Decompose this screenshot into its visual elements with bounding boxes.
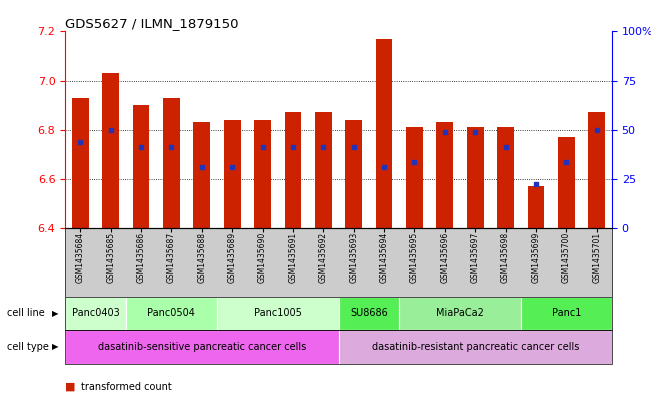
Text: GSM1435690: GSM1435690: [258, 232, 267, 283]
Text: cell type: cell type: [7, 342, 48, 352]
Text: SU8686: SU8686: [350, 309, 388, 318]
Bar: [102, 73, 119, 228]
Bar: [376, 39, 393, 228]
Text: GSM1435687: GSM1435687: [167, 232, 176, 283]
Text: transformed count: transformed count: [81, 382, 172, 392]
Text: GSM1435696: GSM1435696: [440, 232, 449, 283]
Bar: [224, 120, 240, 228]
Text: GSM1435685: GSM1435685: [106, 232, 115, 283]
Text: Panc0403: Panc0403: [72, 309, 119, 318]
Text: GSM1435686: GSM1435686: [137, 232, 146, 283]
Bar: [193, 122, 210, 228]
Text: MiaPaCa2: MiaPaCa2: [436, 309, 484, 318]
Text: GSM1435694: GSM1435694: [380, 232, 389, 283]
Bar: [558, 137, 575, 228]
Bar: [497, 127, 514, 228]
Bar: [527, 186, 544, 228]
Text: GSM1435692: GSM1435692: [319, 232, 328, 283]
Text: GSM1435699: GSM1435699: [531, 232, 540, 283]
Bar: [315, 112, 331, 228]
Text: Panc1: Panc1: [551, 309, 581, 318]
Text: GSM1435689: GSM1435689: [228, 232, 237, 283]
Text: GSM1435700: GSM1435700: [562, 232, 571, 283]
Text: cell line: cell line: [7, 309, 44, 318]
Bar: [254, 120, 271, 228]
Text: Panc1005: Panc1005: [254, 309, 301, 318]
Text: dasatinib-sensitive pancreatic cancer cells: dasatinib-sensitive pancreatic cancer ce…: [98, 342, 306, 352]
Bar: [589, 112, 605, 228]
Text: GSM1435701: GSM1435701: [592, 232, 602, 283]
Bar: [133, 105, 150, 228]
Bar: [72, 98, 89, 228]
Text: ■: ■: [65, 382, 76, 392]
Text: GSM1435695: GSM1435695: [410, 232, 419, 283]
Text: GSM1435697: GSM1435697: [471, 232, 480, 283]
Bar: [436, 122, 453, 228]
Text: GSM1435691: GSM1435691: [288, 232, 298, 283]
Text: ▶: ▶: [52, 342, 59, 351]
Text: ▶: ▶: [52, 309, 59, 318]
Bar: [163, 98, 180, 228]
Text: GSM1435693: GSM1435693: [349, 232, 358, 283]
Bar: [406, 127, 423, 228]
Text: GSM1435684: GSM1435684: [76, 232, 85, 283]
Text: dasatinib-resistant pancreatic cancer cells: dasatinib-resistant pancreatic cancer ce…: [372, 342, 579, 352]
Bar: [345, 120, 362, 228]
Text: GSM1435688: GSM1435688: [197, 232, 206, 283]
Text: Panc0504: Panc0504: [148, 309, 195, 318]
Text: GSM1435698: GSM1435698: [501, 232, 510, 283]
Bar: [467, 127, 484, 228]
Text: GDS5627 / ILMN_1879150: GDS5627 / ILMN_1879150: [65, 17, 239, 30]
Bar: [284, 112, 301, 228]
